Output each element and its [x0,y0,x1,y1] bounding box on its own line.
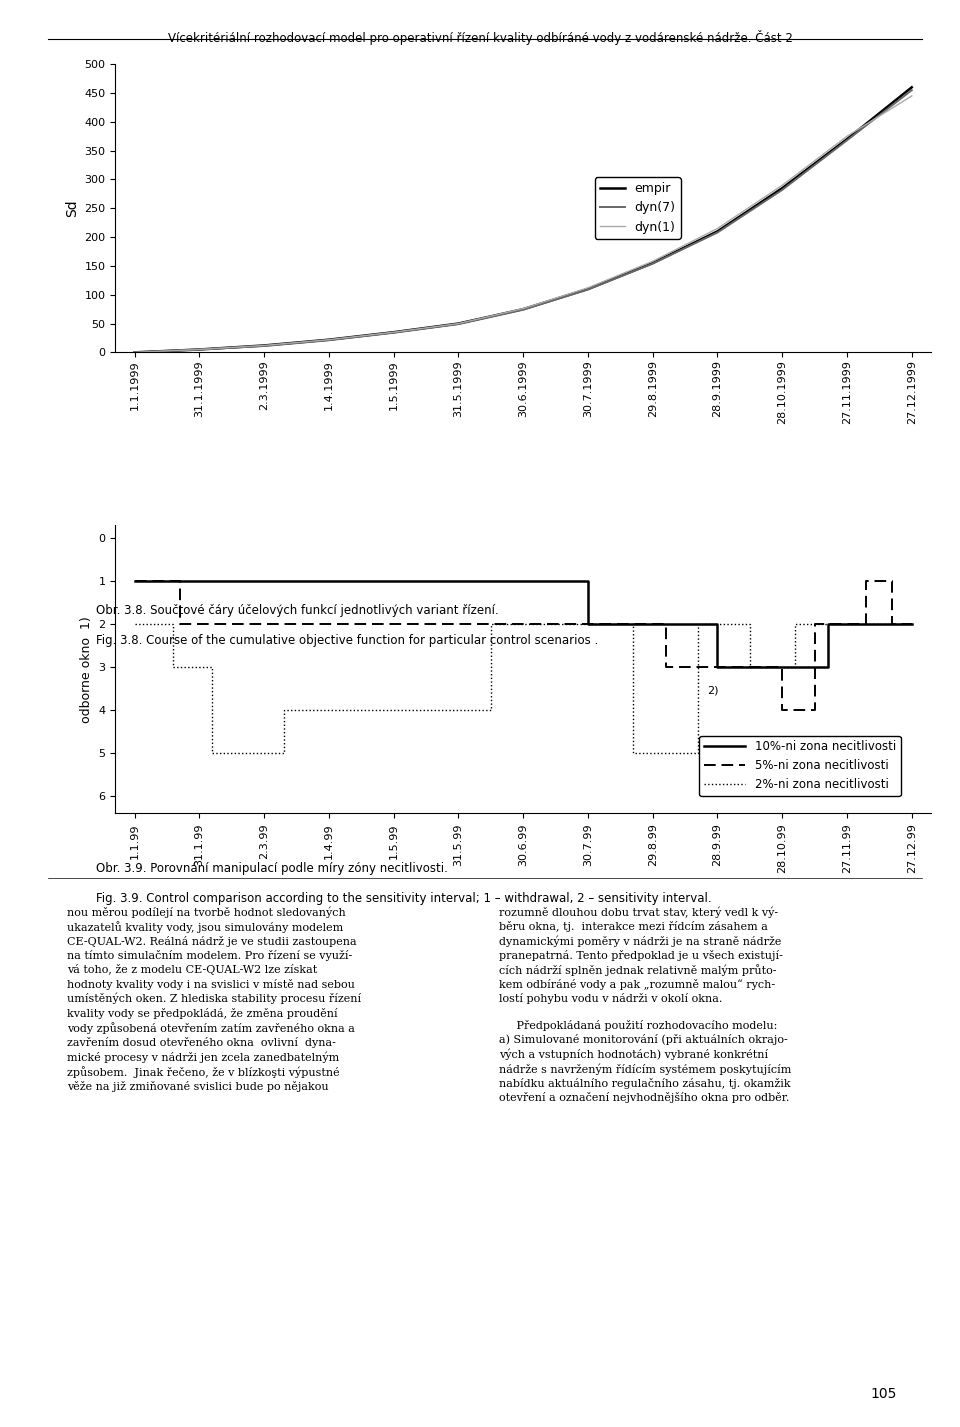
Y-axis label: Sd: Sd [64,200,79,217]
dyn(7) [194,341,205,358]
Text: nou měrou podílejí na tvorbě hodnot sledovaných
ukazatelů kvality vody, jsou sim: nou měrou podílejí na tvorbě hodnot sled… [67,906,361,1092]
5%-ni zona necitlivosti [841,615,852,632]
2%-ni zona necitlivosti [692,615,704,632]
empir [906,78,918,96]
10%-ni zona necitlivosti [129,572,140,589]
Text: Obr. 3.9. Porovnání manipulací podle míry zóny necitlivosti.: Obr. 3.9. Porovnání manipulací podle mír… [96,862,448,875]
2%-ni zona necitlivosti [129,615,140,632]
dyn(7) [777,181,788,198]
2%-ni zona necitlivosti [906,615,918,632]
10%-ni zona necitlivosti [680,615,691,632]
dyn(7) [324,331,335,348]
Y-axis label: odborne okno  1): odborne okno 1) [80,616,93,722]
5%-ni zona necitlivosti [129,572,140,589]
Text: Fig. 3.8. Course of the cumulative objective function for particular control sce: Fig. 3.8. Course of the cumulative objec… [96,634,598,646]
5%-ni zona necitlivosti [887,615,899,632]
Text: rozumně dlouhou dobu trvat stav, který vedl k vý-
běru okna, tj.  interakce mezi: rozumně dlouhou dobu trvat stav, který v… [499,906,792,1103]
dyn(7) [647,255,659,273]
dyn(1) [711,220,723,237]
empir [647,254,659,271]
Text: 105: 105 [870,1387,897,1401]
dyn(7) [582,281,593,298]
5%-ni zona necitlivosti [614,615,626,632]
dyn(7) [711,224,723,241]
empir [258,337,270,354]
dyn(1) [582,280,593,297]
dyn(7) [906,81,918,98]
Line: empir: empir [134,87,912,352]
dyn(1) [453,315,465,332]
2%-ni zona necitlivosti [614,615,626,632]
10%-ni zona necitlivosti [647,615,659,632]
10%-ni zona necitlivosti [789,659,801,676]
10%-ni zona necitlivosti [906,615,918,632]
Text: Fig. 3.9. Control comparison according to the sensitivity interval; 1 – withdraw: Fig. 3.9. Control comparison according t… [96,892,711,905]
Text: Vícekritériální rozhodovací model pro operativní řízení kvality odbíráné vody z : Vícekritériální rozhodovací model pro op… [168,30,792,46]
dyn(1) [517,300,529,317]
10%-ni zona necitlivosti [841,615,852,632]
10%-ni zona necitlivosti [711,659,723,676]
dyn(1) [841,127,852,144]
2%-ni zona necitlivosti [206,745,218,762]
dyn(1) [388,324,399,341]
Line: 5%-ni zona necitlivosti: 5%-ni zona necitlivosti [134,581,912,711]
Legend: 10%-ni zona necitlivosti, 5%-ni zona necitlivosti, 2%-ni zona necitlivosti: 10%-ni zona necitlivosti, 5%-ni zona nec… [699,736,900,796]
2%-ni zona necitlivosti [226,745,237,762]
10%-ni zona necitlivosti [355,572,367,589]
2%-ni zona necitlivosti [757,659,769,676]
dyn(1) [258,337,270,354]
empir [582,281,593,298]
dyn(1) [129,344,140,361]
Legend: empir, dyn(7), dyn(1): empir, dyn(7), dyn(1) [595,177,681,238]
Text: Obr. 3.8. Součtové čáry účelových funkcí jednotlivých variant řízení.: Obr. 3.8. Součtové čáry účelových funkcí… [96,604,499,616]
empir [453,315,465,332]
Line: 2%-ni zona necitlivosti: 2%-ni zona necitlivosti [134,624,912,753]
empir [841,131,852,148]
dyn(7) [517,301,529,318]
5%-ni zona necitlivosti [517,615,529,632]
2%-ni zona necitlivosti [258,745,270,762]
dyn(7) [388,324,399,341]
dyn(1) [194,341,205,358]
5%-ni zona necitlivosti [388,615,399,632]
dyn(7) [129,344,140,361]
empir [194,341,205,358]
5%-ni zona necitlivosti [777,702,788,719]
2%-ni zona necitlivosti [168,615,180,632]
10%-ni zona necitlivosti [614,615,626,632]
empir [711,223,723,240]
empir [517,301,529,318]
empir [388,324,399,341]
dyn(7) [841,131,852,148]
empir [324,331,335,348]
dyn(7) [258,337,270,354]
dyn(1) [647,253,659,270]
Text: 2): 2) [707,686,718,696]
dyn(1) [906,87,918,104]
5%-ni zona necitlivosti [324,615,335,632]
Line: dyn(1): dyn(1) [134,96,912,352]
5%-ni zona necitlivosti [906,615,918,632]
dyn(1) [324,331,335,348]
empir [777,180,788,197]
Line: 10%-ni zona necitlivosti: 10%-ni zona necitlivosti [134,581,912,668]
dyn(7) [453,315,465,332]
empir [129,344,140,361]
dyn(1) [777,177,788,194]
Line: dyn(7): dyn(7) [134,90,912,352]
